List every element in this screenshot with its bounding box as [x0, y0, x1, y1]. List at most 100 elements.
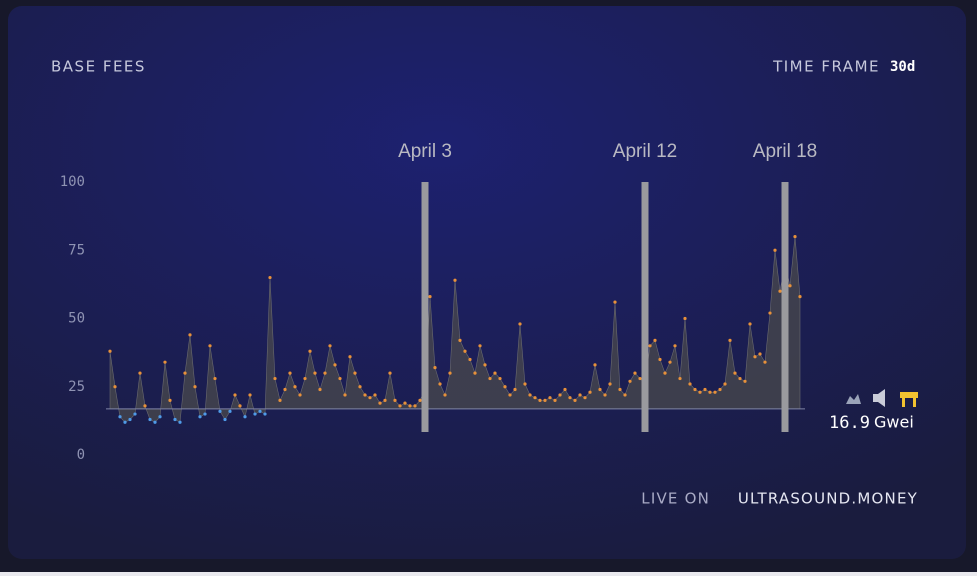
fee-dot — [373, 393, 377, 397]
fee-dot — [683, 316, 687, 321]
fee-dot — [113, 385, 117, 389]
fee-dot — [118, 415, 122, 419]
icon-barrier — [900, 392, 918, 398]
fee-dot — [523, 382, 527, 386]
fee-dot — [198, 415, 202, 419]
fee-dot — [203, 412, 207, 416]
fee-dot — [458, 338, 462, 342]
time-frame[interactable]: 30d — [890, 59, 915, 75]
chart-title: BASE FEES — [51, 58, 146, 76]
fee-dot — [318, 387, 322, 392]
fee-dot — [348, 355, 352, 359]
fee-dot — [413, 404, 417, 408]
current-fee: 16.9 — [829, 413, 870, 433]
fee-dot — [173, 417, 177, 422]
fee-dot — [593, 363, 597, 367]
fee-dot — [183, 371, 187, 375]
fee-dot — [668, 360, 672, 364]
fee-dot — [598, 387, 602, 392]
fee-dot — [343, 393, 347, 397]
annotation-label: April 18 — [753, 141, 817, 162]
annotation-label: April 12 — [613, 141, 677, 162]
fee-area — [109, 236, 801, 423]
fee-dot — [418, 398, 422, 402]
card — [8, 6, 966, 559]
fee-dot — [773, 248, 777, 252]
fee-dot — [608, 382, 612, 386]
fee-dot — [353, 371, 357, 375]
fee-dot — [338, 376, 342, 381]
fee-dot — [768, 311, 772, 315]
y-tick-label: 0 — [77, 447, 85, 463]
fee-dot — [518, 322, 522, 326]
fee-dot — [153, 420, 157, 424]
fee-dot — [603, 393, 607, 397]
fee-dot — [623, 393, 627, 397]
fee-dot — [463, 349, 467, 353]
fee-dot — [363, 393, 367, 397]
fee-dot — [163, 360, 167, 364]
fee-dot — [483, 363, 487, 367]
fee-dot — [713, 390, 717, 394]
fee-dot — [128, 417, 132, 422]
fee-dot — [278, 398, 282, 402]
icon-barrier-leg — [913, 398, 916, 407]
fee-dot — [368, 396, 372, 400]
fee-dot — [693, 387, 697, 392]
fee-dot — [613, 300, 617, 304]
fee-dot — [778, 289, 782, 293]
fee-dot — [218, 409, 222, 413]
fee-dot — [233, 393, 237, 397]
fee-dot — [728, 338, 732, 342]
fee-dot — [123, 420, 127, 424]
fee-dot — [678, 376, 682, 381]
annotation-bar — [421, 182, 429, 432]
fee-dot — [283, 387, 287, 392]
footer-site[interactable]: ULTRASOUND.MONEY — [738, 490, 918, 508]
fee-dot — [273, 376, 277, 381]
fee-dot — [193, 385, 197, 389]
fee-dot — [718, 387, 722, 392]
fee-dot — [628, 379, 632, 383]
annotation-bar — [781, 182, 789, 432]
fee-dot — [228, 409, 232, 413]
fee-dot — [133, 412, 137, 416]
fee-dot — [708, 390, 712, 394]
fee-dot — [158, 415, 162, 419]
fee-dot — [573, 398, 577, 402]
fee-dot — [658, 357, 662, 362]
fee-dot — [583, 396, 587, 400]
fee-dot — [528, 393, 532, 397]
fee-dot — [468, 357, 472, 362]
fee-dot — [438, 382, 442, 386]
fee-dot — [498, 376, 502, 381]
icon-barrier-leg — [902, 398, 905, 407]
fee-dot — [108, 349, 112, 353]
footer-prefix: LIVE ON — [641, 490, 710, 508]
fee-dot — [428, 295, 432, 299]
y-tick-label: 50 — [68, 311, 85, 327]
fee-dot — [383, 398, 387, 402]
fee-dot — [568, 396, 572, 400]
fee-dot — [478, 344, 482, 348]
fee-dot — [443, 393, 447, 397]
fee-dot — [558, 393, 562, 397]
fee-dot — [138, 371, 142, 375]
fee-dot — [663, 371, 667, 375]
fee-dot — [673, 344, 677, 348]
fee-dot — [698, 390, 702, 394]
fee-dot — [723, 382, 727, 386]
fee-dot — [268, 275, 272, 280]
fee-dot — [188, 333, 192, 337]
y-tick-label: 100 — [60, 174, 85, 190]
fee-dot — [333, 363, 337, 367]
fee-dot — [433, 366, 437, 370]
y-tick-label: 75 — [68, 242, 85, 258]
fee-dot — [738, 376, 742, 381]
fee-dot — [533, 396, 537, 400]
fee-dot — [688, 382, 692, 386]
fee-dot — [588, 390, 592, 394]
fee-dot — [393, 398, 397, 402]
